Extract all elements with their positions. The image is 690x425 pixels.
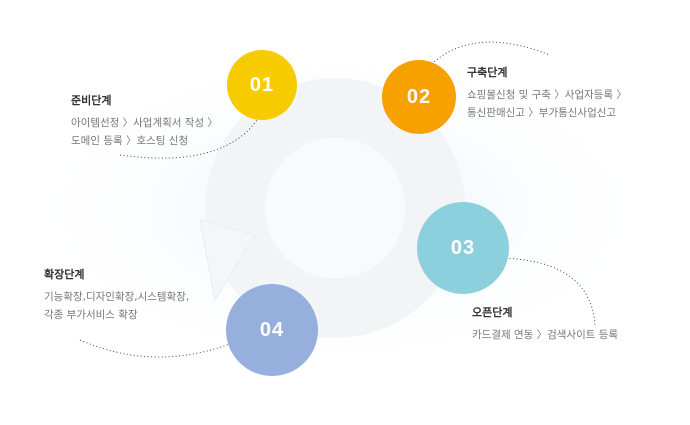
step-title: 확장단계 <box>44 268 85 281</box>
step-desc: 쇼핑몰신청 및 구축 〉사업자등록 〉 <box>467 89 627 101</box>
cycle-arrow <box>199 219 256 302</box>
step-desc: 각종 부가서비스 확장 <box>44 309 138 321</box>
step-desc: 도메인 등록 〉호스팅 신청 <box>71 135 189 147</box>
step-04-text: 확장단계 기능확장,디자인확장,시스템확장, 각종 부가서비스 확장 <box>44 266 189 324</box>
step-desc: 카드결제 연동 〉검색사이트 등록 <box>472 329 619 341</box>
step-04-circle: 04 <box>226 284 318 376</box>
step-desc: 아이템선정 〉사업계획서 작성 〉 <box>71 117 218 129</box>
connector-01 <box>119 111 263 159</box>
step-desc: 기능확장,디자인확장,시스템확장, <box>44 291 190 303</box>
step-title: 오픈단계 <box>472 306 513 319</box>
step-desc: 통신판매신고 〉부가통신사업신고 <box>467 107 617 119</box>
connector-02 <box>417 41 551 81</box>
step-title: 준비단계 <box>71 94 112 107</box>
step-03-circle: 03 <box>417 202 509 294</box>
cycle-ring <box>205 78 465 338</box>
step-03-text: 오픈단계 카드결제 연동 〉검색사이트 등록 <box>472 304 618 344</box>
step-02-text: 구축단계 쇼핑몰신청 및 구축 〉사업자등록 〉 통신판매신고 〉부가통신사업신… <box>467 64 627 122</box>
step-title: 구축단계 <box>467 66 508 79</box>
step-01-circle: 01 <box>227 50 297 120</box>
step-02-circle: 02 <box>382 60 456 134</box>
step-01-text: 준비단계 아이템선정 〉사업계획서 작성 〉 도메인 등록 〉호스팅 신청 <box>71 92 218 150</box>
